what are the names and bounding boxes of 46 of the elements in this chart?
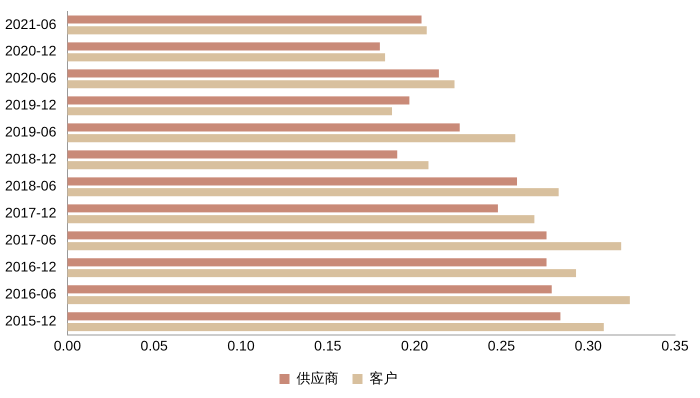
legend-label: 供应商 (296, 370, 338, 386)
y-tick-label: 2016-06 (4, 286, 57, 302)
bar (67, 231, 547, 240)
bar (67, 323, 604, 332)
legend-label: 客户 (370, 370, 398, 386)
bar (67, 242, 622, 250)
y-tick-label: 2020-06 (4, 70, 57, 86)
x-tick-label: 0.15 (314, 337, 342, 354)
bar (67, 312, 560, 320)
bar (67, 80, 455, 88)
y-tick-label: 2019-12 (4, 96, 57, 113)
bar (67, 161, 428, 170)
bar (67, 177, 518, 186)
bar (67, 26, 427, 34)
x-tick-label: 0.00 (54, 337, 82, 354)
bar (67, 204, 498, 212)
bar (67, 15, 422, 24)
bar (67, 296, 630, 304)
y-tick-label: 2017-12 (4, 204, 57, 221)
x-tick-label: 0.25 (488, 337, 516, 354)
y-tick-label: 2019-06 (4, 124, 57, 140)
bar (67, 285, 552, 294)
bar (67, 123, 460, 132)
x-tick-label: 0.35 (661, 337, 689, 354)
x-tick-label: 0.30 (574, 337, 602, 354)
y-tick-label: 2017-06 (4, 232, 57, 248)
x-tick-label: 0.20 (400, 337, 428, 354)
y-tick-label: 2016-12 (4, 258, 57, 275)
bar (67, 258, 547, 266)
y-tick-label: 2021-06 (4, 16, 57, 32)
y-tick-label: 2020-12 (4, 42, 57, 59)
bar (67, 188, 559, 196)
bar (67, 150, 398, 158)
bar (67, 107, 392, 116)
bar (67, 96, 410, 104)
bar (67, 42, 380, 51)
bar (67, 215, 534, 224)
y-tick-label: 2018-12 (4, 150, 57, 167)
bar (67, 53, 386, 62)
bar (67, 269, 576, 278)
y-tick-label: 2018-06 (4, 178, 57, 194)
x-tick-label: 0.05 (140, 337, 168, 354)
y-tick-label: 2015-12 (4, 312, 57, 329)
bar (67, 134, 516, 142)
x-tick-label: 0.10 (227, 337, 255, 354)
bar (67, 69, 439, 78)
